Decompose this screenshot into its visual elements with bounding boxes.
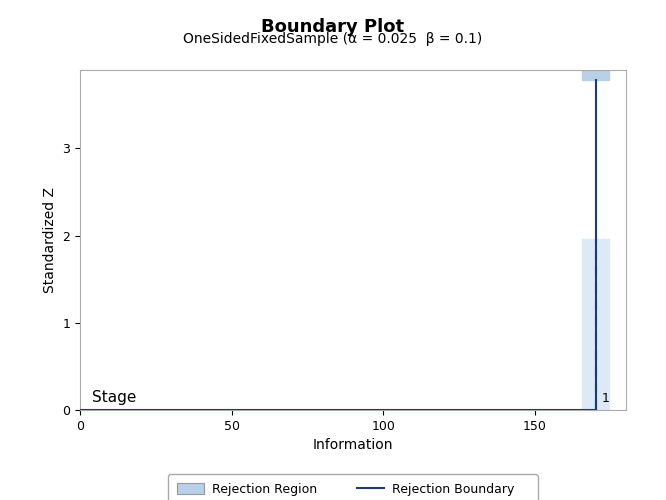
Text: Boundary Plot: Boundary Plot xyxy=(262,18,404,36)
Text: Stage: Stage xyxy=(92,390,137,405)
Text: 1: 1 xyxy=(602,392,609,405)
X-axis label: Information: Information xyxy=(313,438,393,452)
Text: OneSidedFixedSample (α = 0.025  β = 0.1): OneSidedFixedSample (α = 0.025 β = 0.1) xyxy=(183,32,483,46)
Legend: Rejection Region, Acceptance Region, Rejection Boundary, Acceptance Boundary: Rejection Region, Acceptance Region, Rej… xyxy=(168,474,538,500)
Y-axis label: Standardized Z: Standardized Z xyxy=(43,187,57,293)
